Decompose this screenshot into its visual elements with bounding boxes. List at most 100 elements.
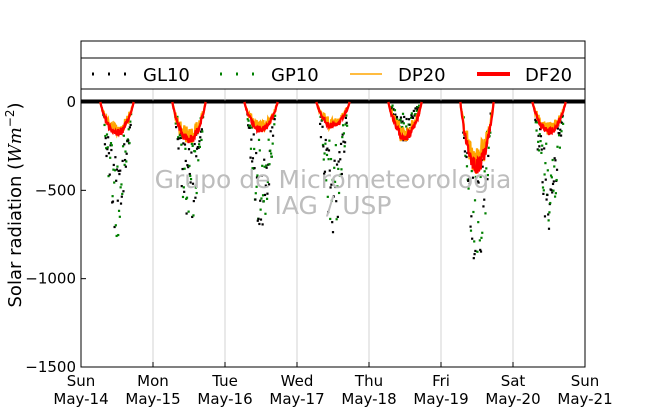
x-tick-label-day: Fri <box>432 372 450 390</box>
diffuse-radiation-series <box>99 101 567 174</box>
gl10-point <box>341 133 344 136</box>
gl10-point <box>334 185 337 189</box>
gp10-point <box>558 146 561 149</box>
gl10-point <box>200 128 203 131</box>
gl10-point <box>338 151 341 154</box>
gl10-point <box>342 140 345 143</box>
gp10-point <box>269 149 272 152</box>
legend-label-gp10: GP10 <box>271 65 319 86</box>
gl10-point <box>180 185 183 188</box>
gp10-point <box>128 141 131 145</box>
gl10-point <box>181 167 184 171</box>
gl10-point <box>194 196 197 199</box>
gp10-point <box>486 173 489 177</box>
gl10-point <box>481 165 484 168</box>
gl10-point <box>191 182 195 185</box>
gl10-point <box>470 215 473 218</box>
gp10-point <box>402 122 405 125</box>
gp10-point <box>321 143 325 147</box>
gp10-point <box>391 104 394 107</box>
gl10-point <box>542 192 545 195</box>
gl10-point <box>125 152 128 155</box>
gl10-point <box>179 132 182 135</box>
gp10-point <box>124 150 127 153</box>
df20-line <box>387 101 423 141</box>
gp10-point <box>537 140 540 143</box>
gl10-point <box>543 215 547 218</box>
gp10-point <box>557 134 561 137</box>
gl10-point <box>195 147 199 150</box>
gp10-point <box>396 118 399 121</box>
gl10-point <box>560 121 563 124</box>
x-tick-label-date: May-15 <box>125 390 180 408</box>
gl10-point <box>175 126 178 129</box>
df20-line <box>243 101 279 135</box>
gl10-point <box>556 127 559 130</box>
gp10-point <box>194 186 197 189</box>
gl10-point <box>251 160 254 163</box>
gp10-point <box>187 210 190 213</box>
gl10-point <box>265 166 268 169</box>
gl10-point <box>559 128 562 131</box>
y-tick-label: 0 <box>66 93 76 111</box>
gp10-point <box>333 180 337 183</box>
gp10-point <box>485 167 488 170</box>
gl10-point <box>121 159 124 163</box>
gp10-point <box>265 164 268 167</box>
gp10-point <box>473 240 476 243</box>
gp10-point <box>193 150 197 153</box>
gl10-point <box>328 169 331 172</box>
y-axis-label-close: ) <box>5 102 26 109</box>
gl10-point <box>467 178 471 181</box>
gp10-point <box>110 144 113 147</box>
gp10-point <box>538 133 541 136</box>
gp10-point <box>103 123 106 127</box>
gl10-point <box>190 151 193 154</box>
gp10-point <box>261 194 265 197</box>
gl10-point <box>391 107 394 110</box>
gl10-point <box>179 136 183 139</box>
gp10-point <box>541 144 544 147</box>
gp10-point <box>476 250 479 253</box>
gp10-point <box>478 239 481 242</box>
gp10-point <box>126 138 129 141</box>
gl10-point <box>408 123 411 126</box>
gl10-point <box>273 118 276 121</box>
legend-panel: GL10 GP10 DP20 DF20 <box>80 40 586 101</box>
gp10-point <box>479 175 482 179</box>
gp10-point <box>346 124 349 127</box>
gl10-point <box>267 163 270 166</box>
gl10-point <box>123 143 126 146</box>
gp10-point <box>249 147 253 150</box>
gl10-point <box>323 170 327 173</box>
gl10-point <box>323 172 326 175</box>
gl10-point <box>109 144 112 147</box>
gl10-point <box>547 213 550 216</box>
gl10-point <box>471 176 475 179</box>
gl10-point <box>263 158 266 161</box>
gp10-point <box>546 169 549 172</box>
gp10-point <box>547 219 550 222</box>
gp10-point <box>550 176 553 179</box>
plot-area: Grupo de Micrometeorologia IAG / USP <box>80 88 586 368</box>
gp10-point <box>105 147 108 150</box>
gl10-point <box>392 108 395 111</box>
gp10-point <box>179 133 182 137</box>
gp10-point <box>255 185 258 188</box>
df20-line <box>171 101 207 144</box>
gl10-point <box>327 149 331 152</box>
gp10-point <box>544 162 547 165</box>
gp10-point <box>106 146 109 149</box>
x-tick-label-day: Sun <box>571 372 600 390</box>
gl10-point <box>339 142 343 146</box>
gl10-point <box>252 133 255 136</box>
y-tick-label: −1000 <box>25 270 76 288</box>
gl10-point <box>128 126 131 129</box>
gl10-point <box>271 134 275 137</box>
gp10-point <box>407 123 410 126</box>
gp10-point <box>469 229 473 232</box>
gl10-point <box>114 156 117 159</box>
df20-line <box>459 101 495 174</box>
gp10-point <box>120 183 123 186</box>
gp10-point <box>329 217 332 221</box>
